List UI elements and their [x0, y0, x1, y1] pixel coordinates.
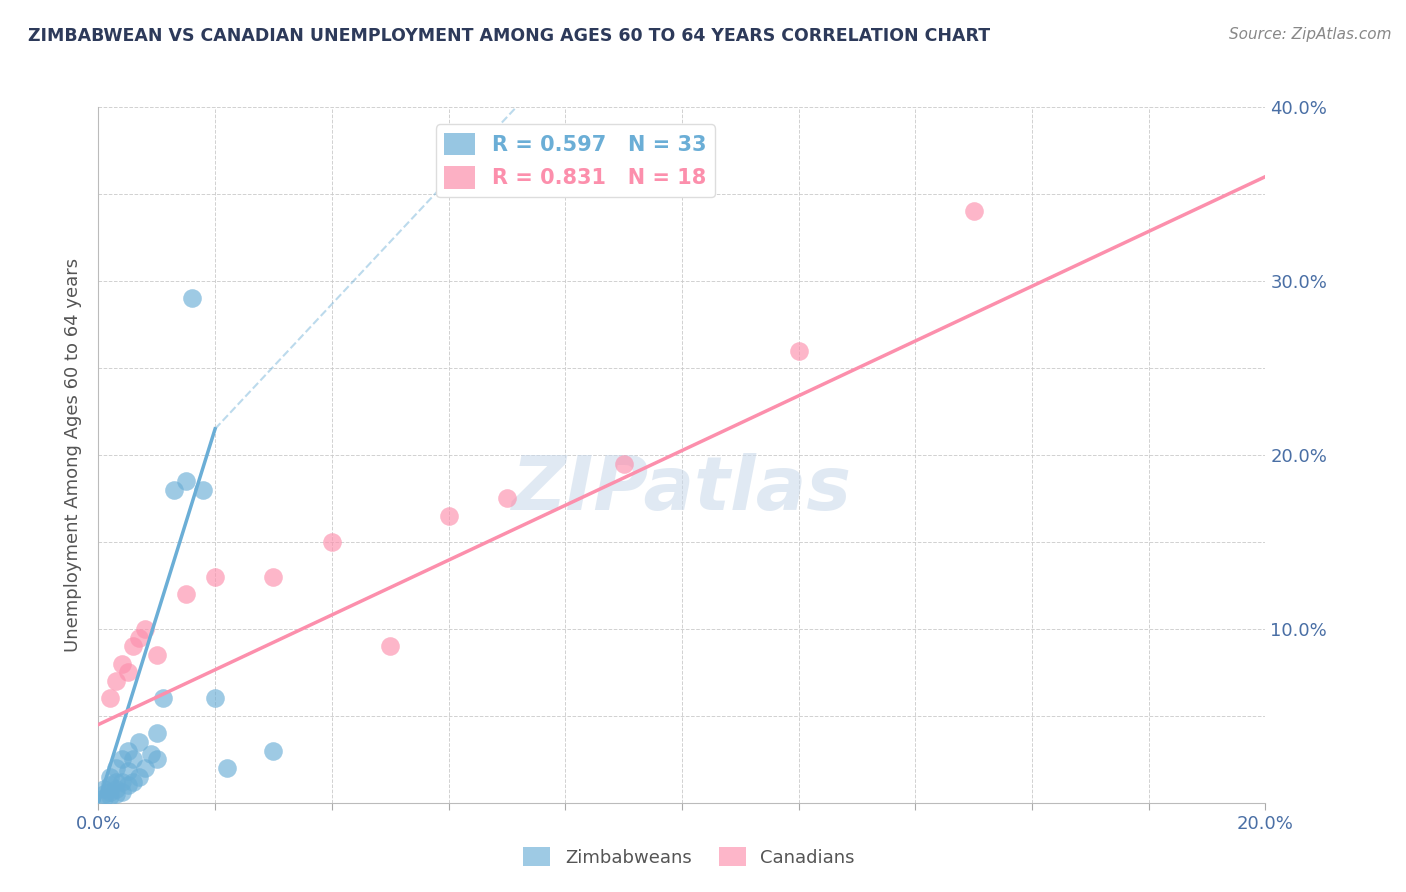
Point	[111, 752, 134, 766]
Point	[117, 764, 139, 779]
Point	[117, 744, 139, 758]
Point	[98, 789, 121, 803]
Point	[962, 204, 984, 219]
Point	[152, 691, 174, 706]
Point	[98, 691, 121, 706]
Point	[174, 474, 197, 488]
Point	[495, 491, 517, 506]
Point	[98, 778, 121, 792]
Point	[174, 587, 197, 601]
Point	[93, 790, 115, 805]
Point	[93, 787, 115, 801]
Point	[104, 761, 127, 775]
Point	[134, 622, 156, 636]
Point	[612, 457, 634, 471]
Point	[146, 726, 169, 740]
Point	[787, 343, 810, 358]
Point	[93, 781, 115, 796]
Point	[437, 508, 460, 523]
Point	[146, 752, 169, 766]
Point	[321, 534, 343, 549]
Y-axis label: Unemployment Among Ages 60 to 64 years: Unemployment Among Ages 60 to 64 years	[65, 258, 83, 652]
Text: ZIPatlas: ZIPatlas	[512, 453, 852, 526]
Legend: R = 0.597   N = 33, R = 0.831   N = 18: R = 0.597 N = 33, R = 0.831 N = 18	[436, 124, 714, 197]
Text: Source: ZipAtlas.com: Source: ZipAtlas.com	[1229, 27, 1392, 42]
Point	[111, 775, 134, 789]
Point	[111, 785, 134, 799]
Point	[193, 483, 215, 497]
Point	[128, 735, 150, 749]
Point	[134, 761, 156, 775]
Point	[204, 691, 226, 706]
Point	[111, 657, 134, 671]
Point	[180, 291, 202, 305]
Point	[122, 639, 145, 653]
Point	[122, 775, 145, 789]
Point	[163, 483, 186, 497]
Point	[215, 761, 238, 775]
Point	[117, 665, 139, 680]
Point	[122, 752, 145, 766]
Point	[98, 770, 121, 784]
Point	[128, 631, 150, 645]
Point	[262, 744, 284, 758]
Point	[139, 747, 162, 761]
Point	[378, 639, 402, 653]
Point	[204, 570, 226, 584]
Point	[104, 781, 127, 796]
Point	[146, 648, 169, 662]
Point	[104, 674, 127, 689]
Point	[262, 570, 284, 584]
Point	[117, 778, 139, 792]
Point	[104, 775, 127, 789]
Text: ZIMBABWEAN VS CANADIAN UNEMPLOYMENT AMONG AGES 60 TO 64 YEARS CORRELATION CHART: ZIMBABWEAN VS CANADIAN UNEMPLOYMENT AMON…	[28, 27, 990, 45]
Point	[128, 770, 150, 784]
Point	[98, 785, 121, 799]
Legend: Zimbabweans, Canadians: Zimbabweans, Canadians	[516, 840, 862, 874]
Point	[104, 787, 127, 801]
